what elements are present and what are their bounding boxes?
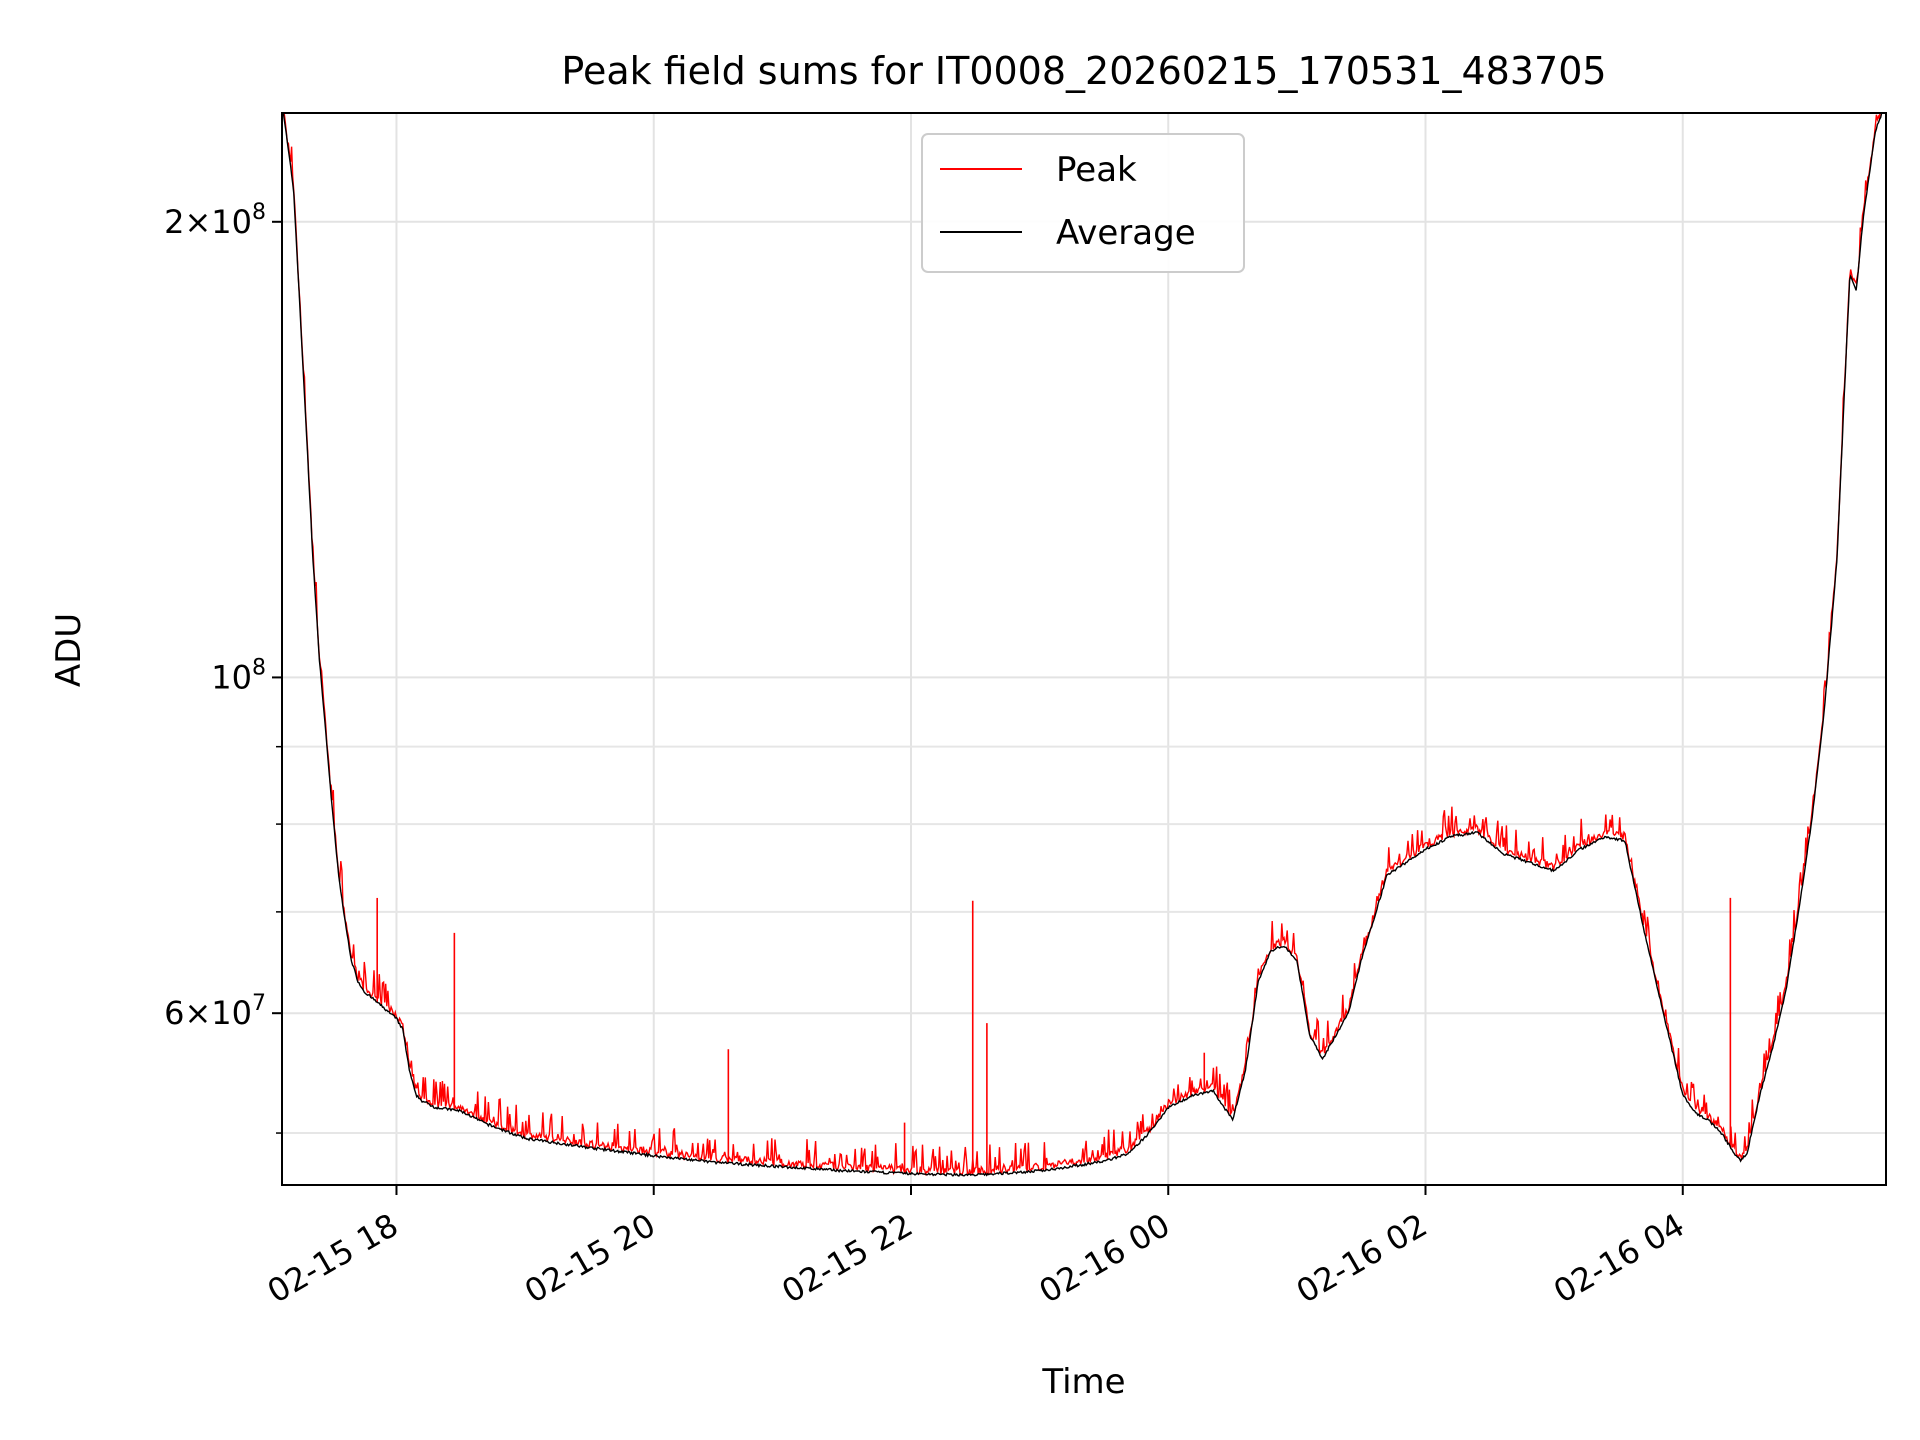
legend-label-average: Average	[1056, 213, 1196, 253]
peak-series-line	[283, 113, 1881, 1177]
chart-title: Peak field sums for IT0008_20260215_1705…	[561, 49, 1606, 93]
x-axis-label: Time	[1041, 1362, 1125, 1402]
y-axis-label: ADU	[49, 613, 89, 687]
y-tick-label: 6×107	[164, 991, 266, 1032]
y-tick-exponent: 8	[252, 655, 266, 680]
y-tick-mantissa: 6	[164, 994, 184, 1032]
legend-label-peak: Peak	[1056, 150, 1137, 190]
y-tick-exponent: 7	[252, 991, 266, 1016]
y-tick-exponent: 8	[252, 200, 266, 225]
plot-area-frame	[281, 112, 1887, 1186]
y-tick-label: 108	[211, 655, 266, 696]
grid-lines	[282, 113, 1886, 1185]
y-tick-mantissa: 2	[164, 203, 184, 241]
legend: Peak Average	[921, 133, 1245, 273]
series-layer	[282, 113, 1883, 1177]
average-series-line	[282, 113, 1883, 1177]
y-tick-label: 2×108	[164, 200, 266, 241]
